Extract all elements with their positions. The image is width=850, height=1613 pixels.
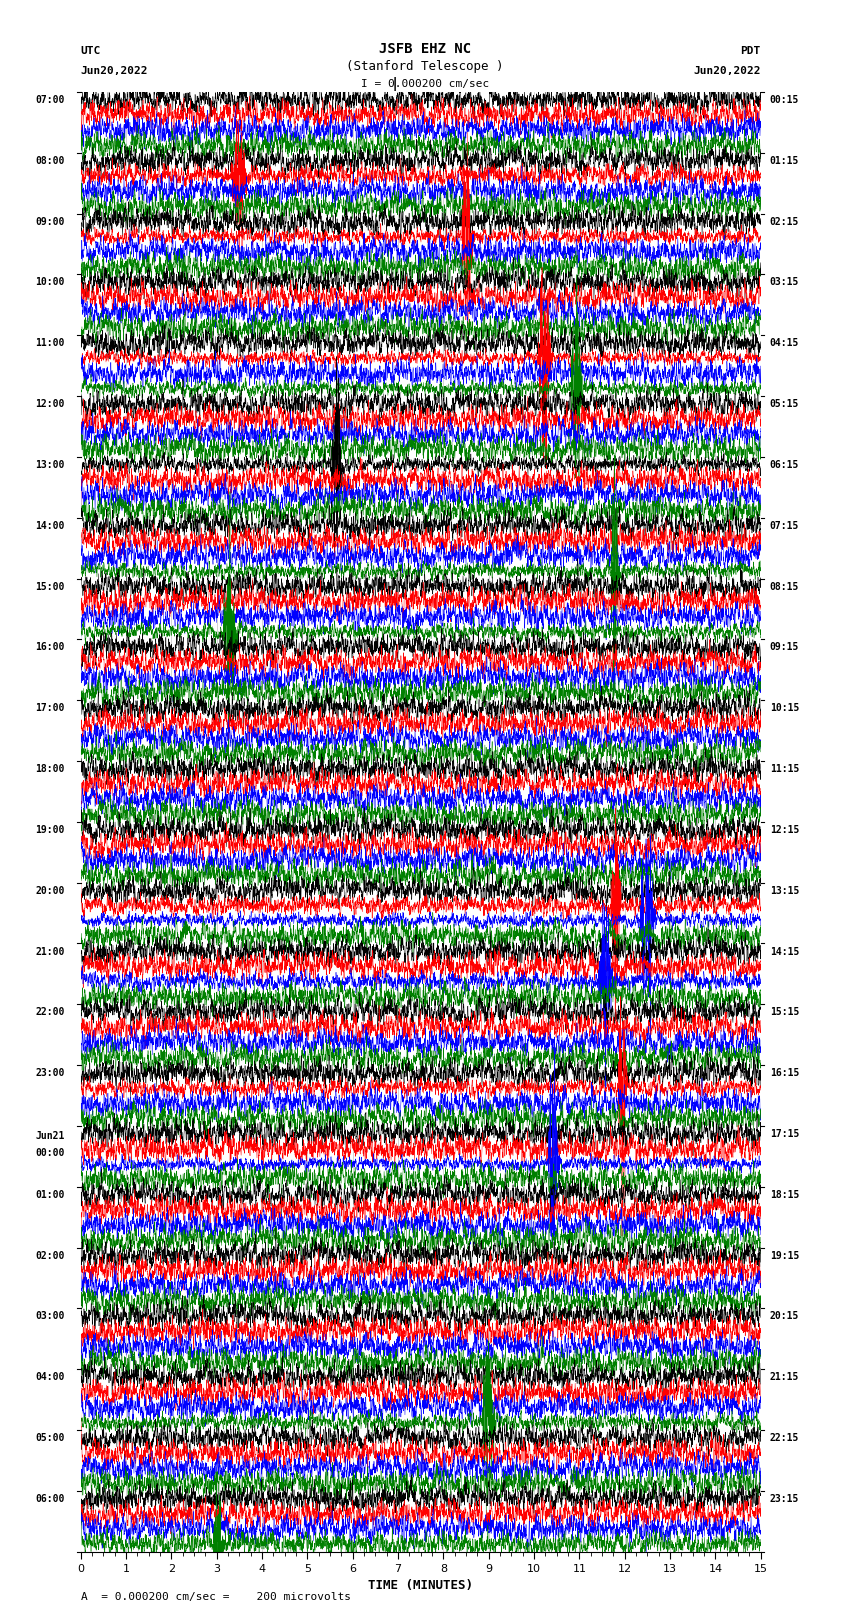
- Text: 11:00: 11:00: [36, 339, 65, 348]
- Text: 17:15: 17:15: [770, 1129, 799, 1139]
- Text: PDT: PDT: [740, 47, 761, 56]
- Text: 19:15: 19:15: [770, 1250, 799, 1261]
- Text: 02:15: 02:15: [770, 216, 799, 227]
- Text: Jun20,2022: Jun20,2022: [81, 66, 148, 76]
- Text: 18:15: 18:15: [770, 1190, 799, 1200]
- Text: 18:00: 18:00: [36, 765, 65, 774]
- Text: 10:15: 10:15: [770, 703, 799, 713]
- Text: 01:15: 01:15: [770, 156, 799, 166]
- Text: 05:00: 05:00: [36, 1432, 65, 1444]
- Text: 16:00: 16:00: [36, 642, 65, 652]
- Text: 09:00: 09:00: [36, 216, 65, 227]
- Text: 04:15: 04:15: [770, 339, 799, 348]
- Text: 00:00: 00:00: [36, 1148, 65, 1158]
- Text: 13:15: 13:15: [770, 886, 799, 895]
- Text: 03:15: 03:15: [770, 277, 799, 287]
- Text: UTC: UTC: [81, 47, 101, 56]
- Text: (Stanford Telescope ): (Stanford Telescope ): [346, 60, 504, 73]
- Text: JSFB EHZ NC: JSFB EHZ NC: [379, 42, 471, 56]
- Text: A  = 0.000200 cm/sec =    200 microvolts: A = 0.000200 cm/sec = 200 microvolts: [81, 1592, 351, 1602]
- Text: 15:15: 15:15: [770, 1008, 799, 1018]
- Text: 23:15: 23:15: [770, 1494, 799, 1503]
- Text: 03:00: 03:00: [36, 1311, 65, 1321]
- Text: 12:00: 12:00: [36, 398, 65, 410]
- Text: 09:15: 09:15: [770, 642, 799, 652]
- Text: 23:00: 23:00: [36, 1068, 65, 1077]
- Text: |: |: [391, 77, 399, 90]
- Text: 21:15: 21:15: [770, 1373, 799, 1382]
- Text: 08:00: 08:00: [36, 156, 65, 166]
- Text: 17:00: 17:00: [36, 703, 65, 713]
- Text: 14:15: 14:15: [770, 947, 799, 957]
- Text: 05:15: 05:15: [770, 398, 799, 410]
- Text: 07:15: 07:15: [770, 521, 799, 531]
- Text: 01:00: 01:00: [36, 1190, 65, 1200]
- Text: 06:15: 06:15: [770, 460, 799, 469]
- Text: 04:00: 04:00: [36, 1373, 65, 1382]
- Text: 16:15: 16:15: [770, 1068, 799, 1077]
- Text: I = 0.000200 cm/sec: I = 0.000200 cm/sec: [361, 79, 489, 89]
- Text: 20:15: 20:15: [770, 1311, 799, 1321]
- Text: 08:15: 08:15: [770, 582, 799, 592]
- Text: 06:00: 06:00: [36, 1494, 65, 1503]
- Text: 10:00: 10:00: [36, 277, 65, 287]
- Text: 22:15: 22:15: [770, 1432, 799, 1444]
- Text: 14:00: 14:00: [36, 521, 65, 531]
- Text: 20:00: 20:00: [36, 886, 65, 895]
- Text: 00:15: 00:15: [770, 95, 799, 105]
- Text: 02:00: 02:00: [36, 1250, 65, 1261]
- Text: Jun20,2022: Jun20,2022: [694, 66, 761, 76]
- Text: 13:00: 13:00: [36, 460, 65, 469]
- Text: 12:15: 12:15: [770, 824, 799, 836]
- Text: Jun21: Jun21: [36, 1131, 65, 1140]
- Text: 07:00: 07:00: [36, 95, 65, 105]
- Text: 11:15: 11:15: [770, 765, 799, 774]
- Text: 21:00: 21:00: [36, 947, 65, 957]
- Text: 15:00: 15:00: [36, 582, 65, 592]
- X-axis label: TIME (MINUTES): TIME (MINUTES): [368, 1579, 473, 1592]
- Text: 22:00: 22:00: [36, 1008, 65, 1018]
- Text: 19:00: 19:00: [36, 824, 65, 836]
